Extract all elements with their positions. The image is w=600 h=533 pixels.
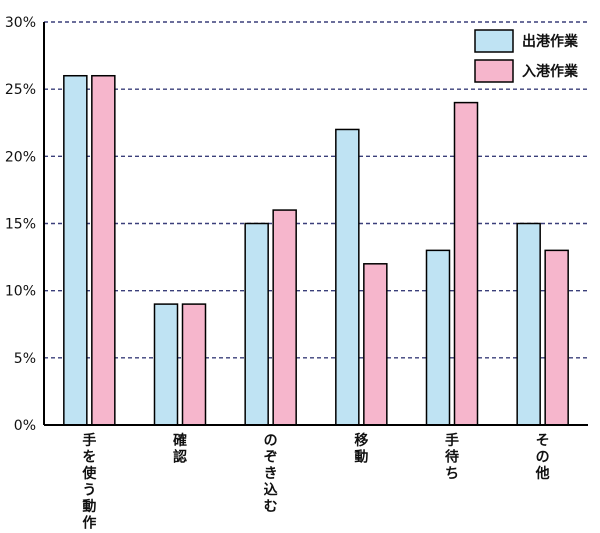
bars-layer bbox=[63, 74, 569, 426]
bar-outbound-1 bbox=[153, 303, 179, 426]
bar-inbound-0 bbox=[91, 74, 116, 426]
bar-outbound-5 bbox=[516, 222, 541, 426]
legend-label-0: 出港作業 bbox=[522, 33, 579, 50]
category-label: 手待ち bbox=[445, 432, 459, 482]
bar-inbound-3 bbox=[363, 263, 388, 426]
bar-inbound-4 bbox=[453, 101, 479, 426]
bar-outbound-2 bbox=[244, 222, 269, 426]
y-tick-label: 20% bbox=[5, 149, 36, 165]
category-label: のぞき込む bbox=[264, 433, 278, 515]
legend-label-1: 入港作業 bbox=[522, 63, 579, 80]
y-tick-label: 25% bbox=[5, 82, 36, 98]
bar-inbound-2 bbox=[272, 209, 297, 426]
category-label: 移動 bbox=[354, 432, 368, 466]
y-tick-label: 5% bbox=[14, 351, 36, 367]
category-labels: 手を使う動作 確認 のぞき込む 移動 手待ち その他 bbox=[81, 432, 549, 532]
bar-outbound-0 bbox=[63, 74, 88, 426]
category-label: その他 bbox=[535, 433, 550, 482]
legend: 出港作業 入港作業 bbox=[474, 29, 579, 83]
y-tick-label: 10% bbox=[5, 284, 36, 300]
category-label: 手を使う動作 bbox=[81, 432, 97, 532]
y-tick-label: 15% bbox=[5, 217, 36, 233]
bar-inbound-5 bbox=[544, 249, 569, 426]
bar-outbound-3 bbox=[335, 128, 360, 426]
legend-swatch-1 bbox=[474, 59, 514, 83]
bar-outbound-4 bbox=[425, 249, 451, 426]
ticks-layer: 0% 5% 10% 15% 20% 25% 30% bbox=[5, 15, 36, 434]
y-tick-label: 0% bbox=[14, 418, 36, 434]
bar-inbound-1 bbox=[181, 303, 207, 426]
axis-layer bbox=[43, 22, 588, 426]
legend-swatch-0 bbox=[474, 29, 514, 53]
y-tick-label: 30% bbox=[5, 15, 36, 31]
category-label: 確認 bbox=[173, 432, 187, 466]
